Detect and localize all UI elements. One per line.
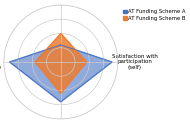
Legend: AT Funding Scheme A, AT Funding Scheme B: AT Funding Scheme A, AT Funding Scheme B [122, 9, 186, 21]
Polygon shape [35, 33, 86, 93]
Polygon shape [10, 45, 112, 102]
